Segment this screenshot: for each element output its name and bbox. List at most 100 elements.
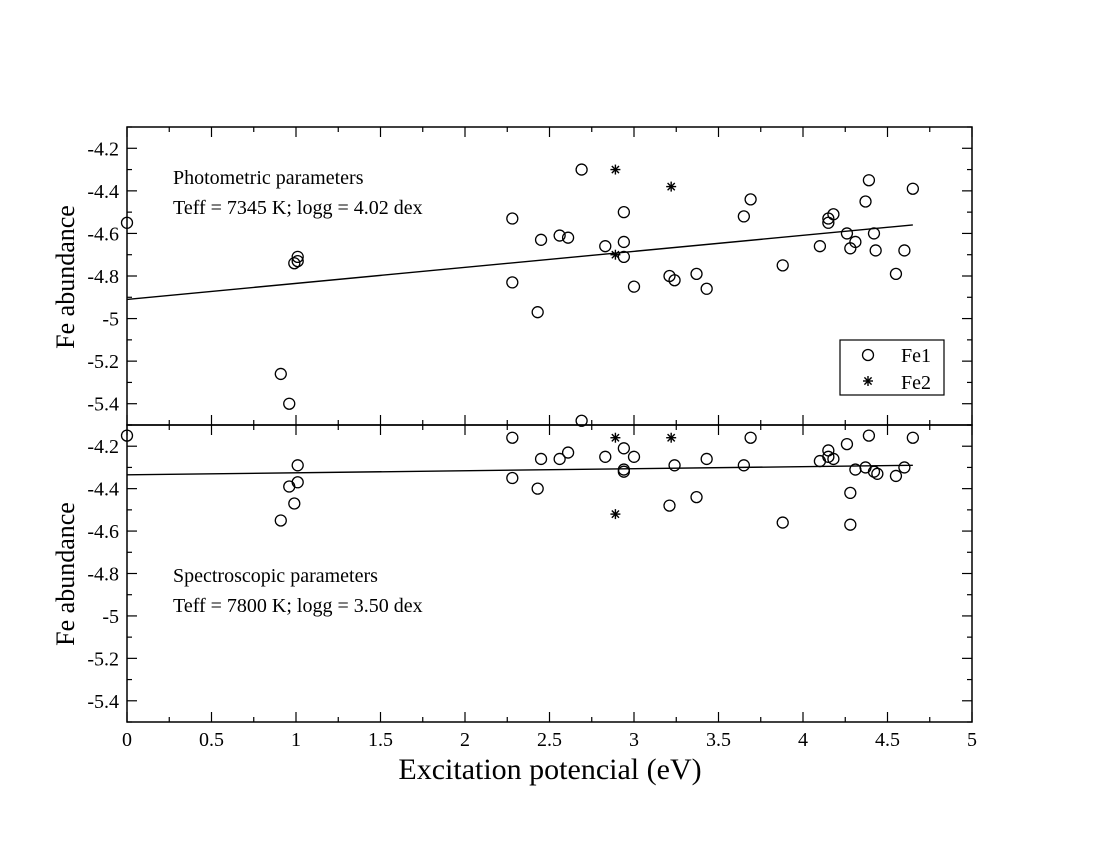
top-point-fe1 [506,276,519,289]
bottom-point-fe1 [859,461,872,474]
bottom-ylabel: Fe abundance [51,502,80,646]
top-point-fe1 [617,235,631,249]
bottom-point-fe1 [668,459,681,472]
bottom-point-fe1 [120,429,134,442]
top-point-fe1 [898,244,911,257]
bottom-point-fe1 [617,465,631,478]
x-tick-label: 0 [122,729,132,751]
bottom-point-fe1 [291,476,304,489]
bottom-point-fe1 [617,442,631,455]
bottom-point-fe1 [283,480,296,493]
top-point-fe1 [575,163,588,176]
bottom-point-fe1 [700,452,713,466]
top-point-fe1 [617,205,631,219]
top-point-fe1 [553,229,566,242]
x-axis-label: Excitation potencial (eV) [398,753,701,786]
top-point-fe1 [291,250,304,263]
top-point-fe1 [561,231,575,244]
top-point-fe2 [666,181,677,192]
top-ytick-label: -4.2 [87,138,119,160]
x-tick-label: 1 [291,729,301,751]
top-point-fe1 [827,208,840,221]
top-point-fe1 [849,235,862,249]
legend-fe2-label: Fe2 [901,372,931,394]
top-point-fe1 [291,254,304,268]
top-point-fe1 [288,257,301,270]
top-ytick-label: -5.2 [87,351,119,373]
legend-fe2-marker [863,376,873,386]
bottom-point-fe1 [840,437,854,451]
bottom-annotation-line2: Teff = 7800 K; logg = 3.50 dex [173,595,423,617]
bottom-fit-line [126,464,913,476]
bottom-point-fe1 [506,431,519,444]
bottom-ytick-label: -4.8 [87,564,119,586]
bottom-annotation-line1: Spectroscopic parameters [173,565,378,587]
bottom-point-fe1 [274,514,287,527]
top-ytick-label: -4.6 [87,223,119,245]
top-point-fe1 [744,193,757,206]
top-point-fe1 [737,210,750,223]
top-point-fe1 [690,267,703,281]
bottom-point-fe1 [822,444,835,457]
x-tick-label: 1.5 [368,729,393,751]
bottom-point-fe1 [291,459,304,472]
legend-box [839,339,945,396]
x-tick-label: 3 [629,729,639,751]
top-point-fe1 [283,397,296,410]
bottom-point-fe1 [889,469,903,483]
bottom-point-fe1 [627,450,641,463]
bottom-point-fe1 [906,431,919,444]
top-annotation-line1: Photometric parameters [173,167,364,189]
top-ytick-label: -5 [102,309,119,331]
top-point-fe1 [906,182,919,195]
legend: Fe1 Fe2 [839,339,945,396]
bottom-point-fe1 [844,518,857,531]
top-fit-line [126,224,913,301]
top-point-fe1 [534,233,548,246]
x-tick-label: 3.5 [706,729,731,751]
top-panel: -4.2 -4.4 -4.6 -4.8 -5 -5.2 -5.4 [87,126,973,426]
top-point-fe1 [627,280,641,293]
bottom-point-fe1 [867,465,881,478]
top-point-fe1 [274,367,287,381]
bottom-point-fe1 [776,516,789,529]
bottom-point-fe1 [288,497,301,510]
top-point-fe1 [859,195,872,208]
bottom-ytick-label: -4.2 [87,436,119,458]
x-tick-label: 4 [798,729,808,751]
bottom-point-fe1 [506,471,519,485]
bottom-point-fe1 [690,490,703,504]
bottom-point-fe1 [898,461,911,474]
top-point-fe1 [869,244,882,257]
bottom-point-fe1 [663,499,676,512]
plot-marks: -4.2-4.4-4.6-4.8-5-5.2-5.4-4.2-4.4-4.6-4… [87,126,977,751]
bottom-ytick-label: -4.4 [87,479,119,501]
top-point-fe1 [668,274,681,287]
legend-fe1-marker [861,348,875,362]
top-point-fe1 [776,259,789,272]
bottom-ytick-label: -5.2 [87,648,119,670]
bottom-panel: -4.2 -4.4 -4.6 -4.8 -5 -5.2 -5.40 0.5 1 1.5 2 2.5 3 3… [87,414,977,751]
top-ytick-label: -4.8 [87,266,119,288]
bottom-point-fe1 [534,452,548,466]
bottom-point-fe1 [862,429,876,442]
top-point-fe1 [840,227,854,240]
top-point-fe2 [610,249,621,260]
top-ytick-label: -4.4 [87,181,119,203]
x-tick-label: 2.5 [537,729,562,751]
bottom-point-fe1 [561,446,575,459]
top-point-fe2 [610,164,621,175]
top-point-fe1 [700,282,713,295]
bottom-ytick-label: -5.4 [87,691,119,713]
top-point-fe1 [531,306,544,319]
bottom-point-fe2 [610,432,621,443]
top-ytick-label: -5.4 [87,394,119,416]
top-point-fe1 [120,216,134,229]
bottom-point-fe1 [813,454,827,468]
top-point-fe1 [867,227,881,240]
top-point-fe1 [862,174,876,187]
bottom-point-fe2 [666,432,677,443]
bottom-point-fe1 [844,486,857,500]
top-point-fe1 [889,267,903,281]
